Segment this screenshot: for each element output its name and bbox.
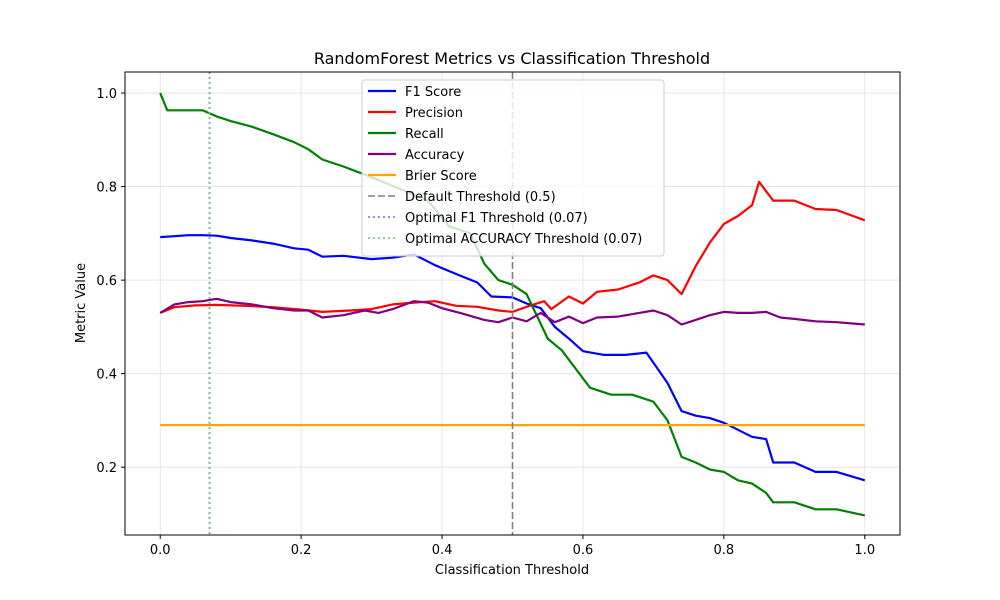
legend-frame (361, 79, 665, 257)
x-tick-label: 0.8 (714, 543, 735, 558)
series-line-accuracy (159, 297, 865, 326)
series-line-recall (159, 92, 866, 517)
legend-label-optimal-accuracy-threshold-0-07: Optimal ACCURACY Threshold (0.07) (405, 232, 642, 247)
legend-label-precision: Precision (405, 106, 463, 121)
legend-label-recall: Recall (405, 127, 444, 142)
ticks: 0.0 0.2 0.4 0.6 0.8 1.0 0.2 0.4 0.6 0.8 1.0 (96, 87, 875, 558)
x-tick-label: 0.2 (291, 543, 312, 558)
y-tick-label: 1.0 (96, 87, 117, 102)
legend-label-accuracy: Accuracy (405, 148, 465, 163)
series-line-f1-score (160, 234, 866, 482)
legend: F1 Score Precision Recall Accuracy Brier Sco… (361, 79, 665, 257)
reference-lines (208, 72, 514, 535)
x-tick-label: 0.6 (573, 543, 594, 558)
y-tick-label: 0.8 (96, 181, 117, 196)
series-layer (159, 92, 866, 517)
plot-frame (124, 71, 901, 536)
legend-label-optimal-f1-threshold-0-07: Optimal F1 Threshold (0.07) (405, 211, 588, 226)
legend-label-f1-score: F1 Score (405, 85, 461, 100)
x-tick-label: 0.0 (150, 543, 171, 558)
x-axis-label: Classification Threshold (435, 563, 589, 578)
legend-label-default-threshold-0-5: Default Threshold (0.5) (405, 190, 556, 205)
y-tick-label: 0.6 (96, 274, 117, 289)
y-axis-label: Metric Value (74, 263, 89, 343)
x-tick-label: 1.0 (854, 543, 875, 558)
y-tick-label: 0.2 (96, 461, 117, 476)
chart-title: RandomForest Metrics vs Classification T… (314, 49, 710, 68)
legend-label-brier-score: Brier Score (405, 169, 477, 184)
y-tick-label: 0.4 (96, 368, 117, 383)
x-tick-label: 0.4 (432, 543, 453, 558)
